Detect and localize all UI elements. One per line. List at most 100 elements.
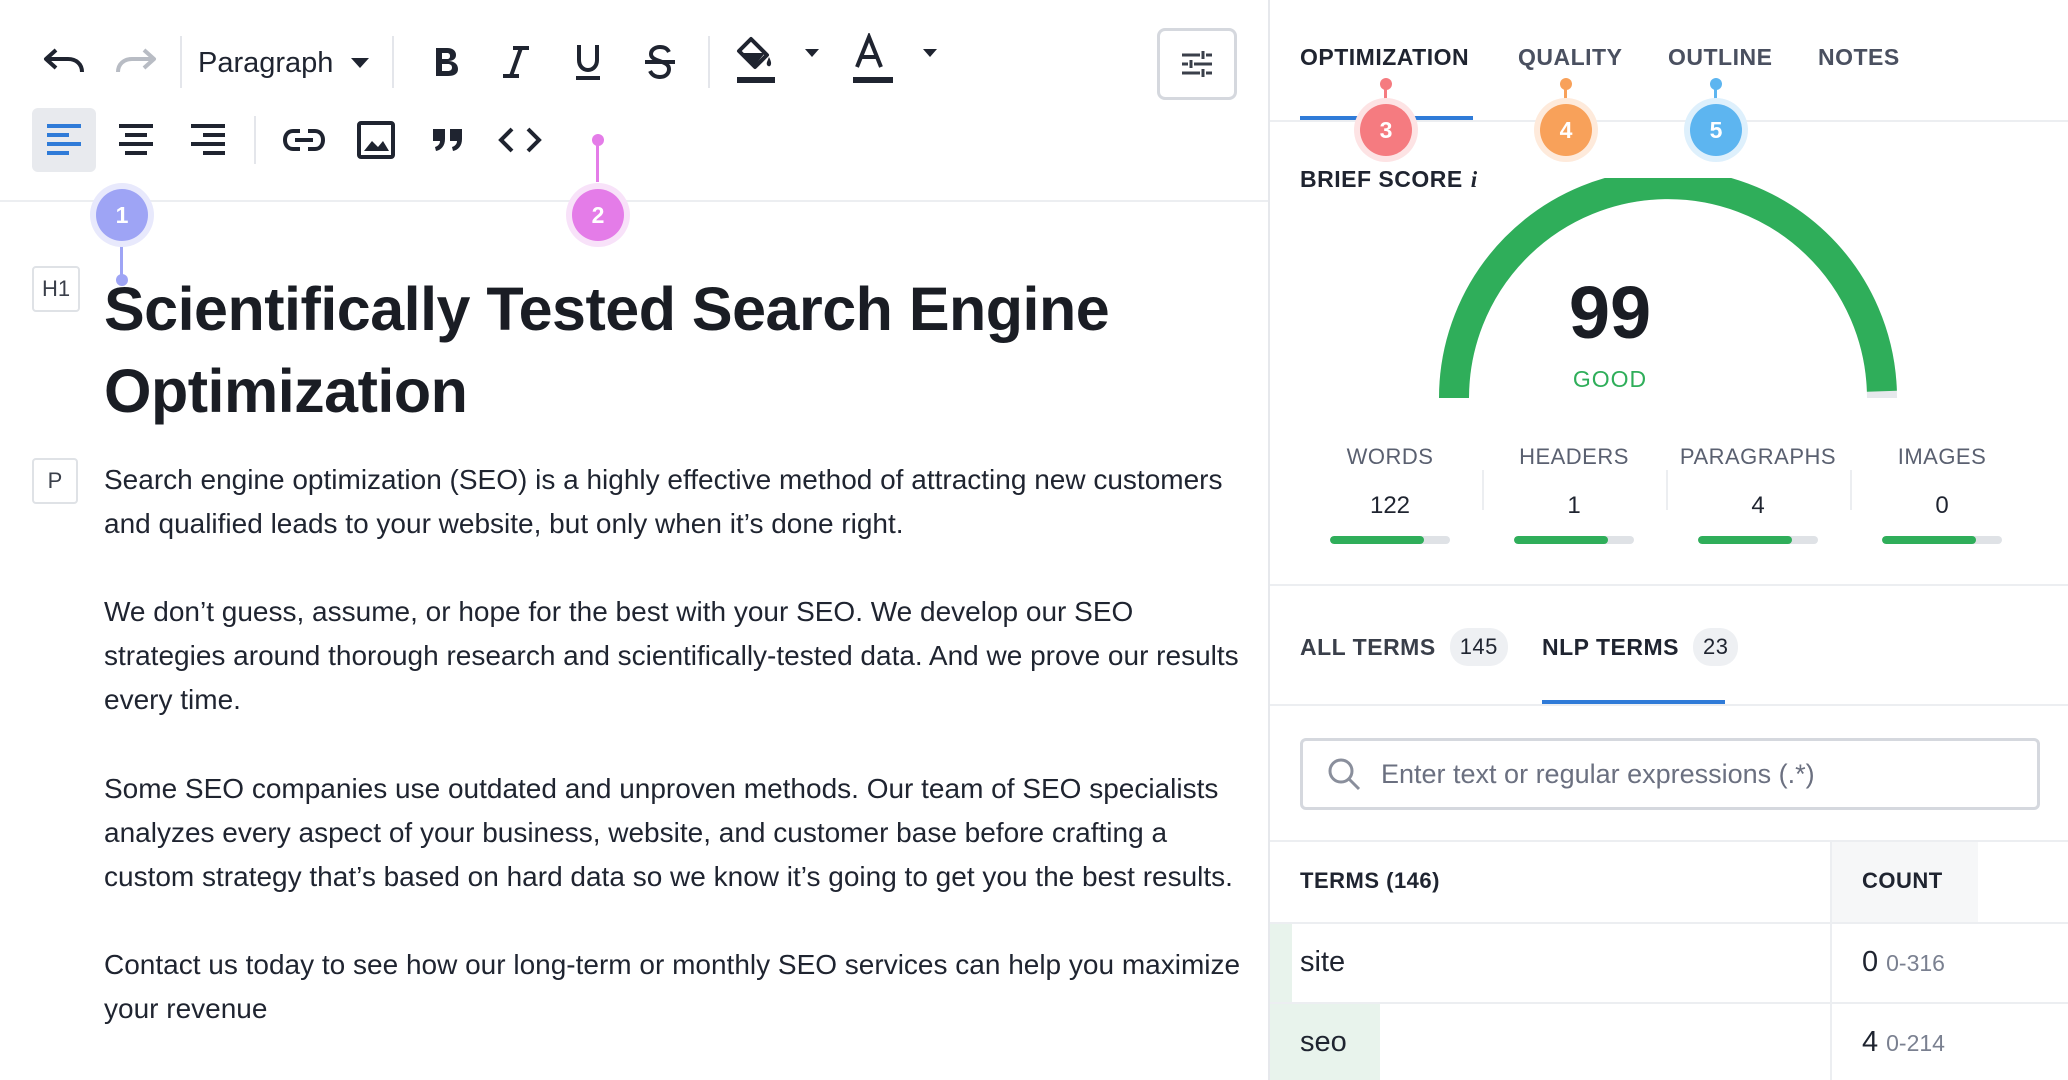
stat-progress-bar: [1330, 536, 1450, 544]
strikethrough-icon: [645, 44, 675, 80]
term-name: site: [1300, 946, 1346, 978]
stat-progress-fill: [1882, 536, 1976, 544]
redo-icon: [116, 48, 156, 73]
underline-button[interactable]: [560, 36, 616, 88]
stat-value: 0: [1935, 492, 1949, 519]
editor-settings-button[interactable]: [1157, 28, 1237, 100]
stat-headers: HEADERS 1: [1484, 444, 1664, 544]
align-center-button[interactable]: [104, 108, 168, 172]
terms-table-header: TERMS (146) COUNT: [1270, 842, 2068, 922]
column-header-terms[interactable]: TERMS (146): [1300, 868, 1440, 893]
marker-2-connector: [596, 140, 599, 182]
marker-1-pin: [116, 274, 128, 286]
blockquote-button[interactable]: [416, 108, 480, 172]
editor-panel: Paragraph: [0, 28, 1268, 1024]
brief-score-label: BRIEF SCORE i: [1300, 166, 1478, 193]
text-color-button[interactable]: [848, 30, 944, 90]
gauge-fill: [1439, 178, 1897, 399]
strikethrough-button[interactable]: [632, 36, 688, 88]
stat-separator: [1482, 470, 1484, 510]
column-header-count-cell[interactable]: COUNT: [1830, 842, 1978, 922]
align-right-button[interactable]: [176, 108, 240, 172]
table-row[interactable]: site 0 0-316: [1270, 922, 2068, 1002]
italic-button[interactable]: [488, 36, 544, 88]
marker-5-connector: [1714, 84, 1717, 104]
align-center-icon: [119, 124, 153, 155]
insert-image-button[interactable]: [344, 108, 408, 172]
marker-2: 2: [572, 189, 624, 241]
tab-quality[interactable]: QUALITY: [1518, 44, 1623, 70]
term-search-input[interactable]: [1381, 758, 2031, 790]
tab-notes[interactable]: NOTES: [1818, 44, 1900, 70]
term-count-range: 0-214: [1886, 1030, 1945, 1056]
underline-icon: [576, 45, 600, 80]
panel-divider: [1268, 0, 1270, 1080]
document-paragraph[interactable]: Some SEO companies use outdated and unpr…: [104, 773, 1233, 892]
tab-outline[interactable]: OUTLINE: [1668, 44, 1773, 70]
stat-label: IMAGES: [1897, 444, 1987, 469]
stat-label: WORDS: [1346, 444, 1434, 469]
stat-label: HEADERS: [1519, 444, 1629, 469]
stat-progress-bar: [1514, 536, 1634, 544]
score-value: 99: [1568, 271, 1652, 354]
italic-icon: [503, 46, 529, 78]
block-type-value: Paragraph: [198, 46, 334, 79]
highlight-color-button[interactable]: [730, 30, 826, 90]
tab-all-terms-label: ALL TERMS: [1300, 633, 1436, 660]
bold-button[interactable]: [418, 36, 474, 88]
block-type-select[interactable]: Paragraph: [198, 40, 370, 86]
align-left-icon: [47, 124, 81, 155]
marker-3: 3: [1360, 104, 1412, 156]
paint-bucket-icon: [737, 37, 819, 83]
stat-progress-bar: [1882, 536, 2002, 544]
info-icon[interactable]: i: [1470, 167, 1478, 192]
stat-separator: [1666, 470, 1668, 510]
table-row[interactable]: seo 4 0-214: [1270, 1002, 2068, 1080]
paragraph-block-tag[interactable]: P: [32, 458, 78, 504]
align-right-icon: [191, 124, 225, 155]
caret-down-icon: [351, 58, 370, 68]
row-usage-highlight: [1270, 924, 1292, 1002]
document-paragraph[interactable]: Search engine optimization (SEO) is a hi…: [104, 464, 1223, 539]
term-name: seo: [1300, 1026, 1347, 1058]
stat-progress-fill: [1330, 536, 1424, 544]
marker-4-connector: [1564, 84, 1567, 104]
document-paragraph[interactable]: Contact us today to see how our long-ter…: [104, 949, 1241, 1024]
undo-icon: [44, 48, 84, 73]
term-count: 4 0-214: [1862, 1026, 1945, 1059]
link-icon: [282, 129, 326, 151]
undo-button[interactable]: [36, 36, 92, 88]
tabs-divider: [1270, 120, 2068, 122]
toolbar-separator: [180, 36, 182, 88]
term-count-value: 4: [1862, 1026, 1879, 1058]
stats-divider: [1270, 584, 2068, 586]
code-button[interactable]: [488, 108, 552, 172]
optimization-sidebar: OPTIMIZATION QUALITY OUTLINE NOTES 3 4 5…: [1270, 0, 2068, 1080]
stat-label: PARAGRAPHS: [1679, 444, 1837, 469]
score-rating-label: GOOD: [1572, 366, 1648, 392]
tab-nlp-terms-label: NLP TERMS: [1542, 633, 1679, 660]
tab-nlp-terms[interactable]: NLP TERMS 23: [1542, 628, 1739, 666]
insert-link-button[interactable]: [272, 108, 336, 172]
document-paragraph[interactable]: We don’t guess, assume, or hope for the …: [104, 596, 1239, 715]
stat-progress-fill: [1698, 536, 1792, 544]
stat-progress-fill: [1514, 536, 1608, 544]
toolbar-divider: [0, 200, 1268, 202]
heading-block-tag[interactable]: H1: [32, 266, 80, 312]
stat-separator: [1850, 470, 1852, 510]
term-count-value: 0: [1862, 946, 1879, 978]
tab-all-terms[interactable]: ALL TERMS 145: [1300, 628, 1508, 666]
stat-value: 4: [1751, 492, 1765, 519]
marker-1-connector: [120, 238, 123, 280]
tab-optimization[interactable]: OPTIMIZATION: [1300, 44, 1470, 70]
term-count-cell: 4 0-214: [1830, 1004, 2068, 1080]
image-icon: [357, 121, 395, 159]
active-term-tab-indicator: [1542, 700, 1725, 704]
align-left-button[interactable]: [32, 108, 96, 172]
text-color-icon: [853, 33, 937, 83]
redo-button[interactable]: [108, 36, 164, 88]
term-search-box[interactable]: [1300, 738, 2040, 810]
term-count: 0 0-316: [1862, 946, 1945, 979]
document-title[interactable]: Scientifically Tested Search Engine Opti…: [104, 275, 1110, 425]
table-divider: [1270, 840, 2068, 842]
